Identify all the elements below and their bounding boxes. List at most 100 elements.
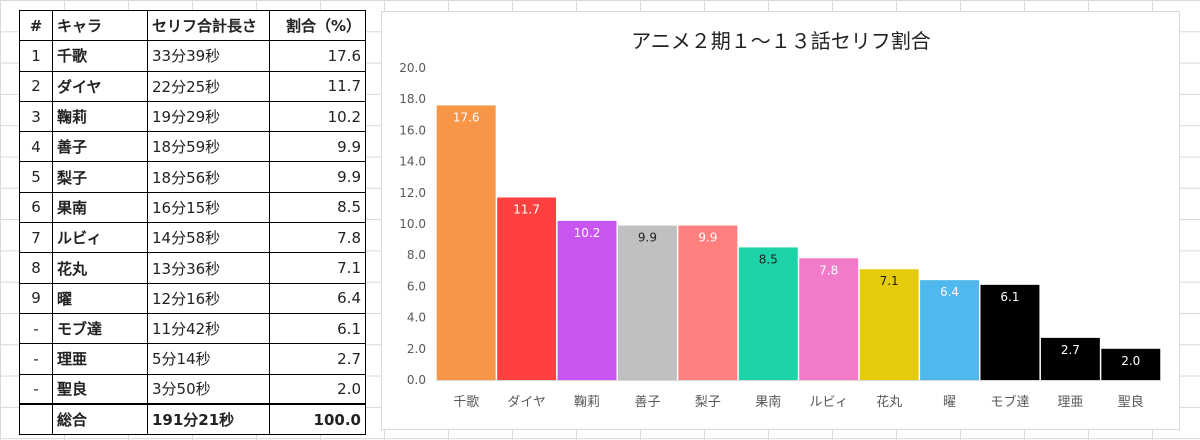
row-number-cell[interactable]: - — [19, 312, 53, 345]
bar[interactable] — [557, 220, 617, 380]
row-number-cell[interactable]: 6 — [19, 191, 53, 224]
chart-area[interactable]: アニメ２期１～１３話セリフ割合 0.0 2.0 4.0 6.0 8.0 10.0 12.0 1… — [381, 11, 1180, 430]
bar[interactable] — [678, 225, 738, 380]
bar-data-label: 6.4 — [940, 285, 959, 299]
header-percent[interactable]: 割合（%） — [269, 9, 366, 42]
row-number-cell[interactable]: 7 — [19, 222, 53, 254]
dialogue-length-cell[interactable]: 33分39秒 — [147, 40, 270, 72]
character-name-cell[interactable]: 曜 — [52, 282, 148, 314]
dialogue-length-cell[interactable]: 22分25秒 — [147, 70, 270, 102]
dialogue-length-cell[interactable]: 16分15秒 — [147, 191, 270, 224]
y-tick-label: 14.0 — [399, 155, 426, 169]
bar-chart: アニメ２期１～１３話セリフ割合 0.0 2.0 4.0 6.0 8.0 10.0 12.0 1… — [399, 29, 1161, 410]
percent-cell[interactable]: 9.9 — [269, 161, 366, 193]
bar[interactable] — [920, 280, 979, 380]
table-row: 3 鞠莉 19分29秒 10.2 — [19, 100, 366, 133]
bar[interactable] — [799, 258, 859, 380]
header-length[interactable]: セリフ合計長さ — [147, 9, 270, 42]
character-name-cell[interactable]: 梨子 — [52, 161, 148, 193]
x-category-label: 理亜 — [1057, 395, 1083, 410]
y-tick-label: 16.0 — [399, 123, 426, 137]
percent-cell[interactable]: 7.1 — [269, 252, 366, 284]
row-number-cell[interactable]: 5 — [19, 161, 53, 193]
dialogue-length-cell[interactable]: 14分58秒 — [147, 222, 270, 254]
y-tick-label: 6.0 — [407, 279, 426, 293]
row-number-cell[interactable]: 4 — [19, 131, 53, 163]
row-number-cell[interactable]: 2 — [19, 70, 53, 102]
bar[interactable] — [859, 269, 919, 380]
total-number-cell[interactable] — [19, 403, 53, 436]
bar-series: 17.6 11.7 10.2 9.9 9.9 8.5 7.8 7.1 6.4 6.1 2.7 2.0 — [436, 105, 1161, 380]
character-name-cell[interactable]: 善子 — [52, 131, 148, 163]
table-row: 2 ダイヤ 22分25秒 11.7 — [19, 70, 366, 102]
y-tick-label: 2.0 — [407, 342, 426, 356]
table-total-row: 総合 191分21秒 100.0 — [19, 403, 366, 436]
bar-data-label: 7.8 — [819, 263, 838, 277]
x-category-label: 果南 — [755, 394, 781, 410]
character-name-cell[interactable]: 千歌 — [52, 40, 148, 72]
character-name-cell[interactable]: ダイヤ — [52, 70, 148, 102]
total-length-cell[interactable]: 191分21秒 — [147, 403, 270, 436]
percent-cell[interactable]: 11.7 — [269, 70, 366, 102]
header-number[interactable]: # — [19, 9, 53, 42]
percent-cell[interactable]: 8.5 — [269, 191, 366, 224]
x-category-label: 鞠莉 — [574, 395, 600, 410]
bar[interactable] — [497, 197, 557, 380]
bar-data-label: 2.7 — [1061, 343, 1080, 357]
bar-data-label: 10.2 — [574, 226, 601, 240]
dialogue-length-cell[interactable]: 5分14秒 — [147, 343, 270, 375]
dialogue-length-cell[interactable]: 3分50秒 — [147, 373, 270, 405]
header-character[interactable]: キャラ — [52, 9, 148, 42]
row-number-cell[interactable]: - — [19, 373, 53, 405]
bar[interactable] — [1101, 348, 1161, 380]
percent-cell[interactable]: 2.0 — [269, 373, 366, 405]
percent-cell[interactable]: 9.9 — [269, 131, 366, 163]
total-percent-cell[interactable]: 100.0 — [269, 403, 366, 436]
dialogue-length-cell[interactable]: 19分29秒 — [147, 100, 270, 133]
dialogue-length-cell[interactable]: 13分36秒 — [147, 252, 270, 284]
character-name-cell[interactable]: 聖良 — [52, 373, 148, 405]
row-number-cell[interactable]: 9 — [19, 282, 53, 314]
percent-cell[interactable]: 17.6 — [269, 40, 366, 72]
percent-cell[interactable]: 2.7 — [269, 343, 366, 375]
x-category-label: ダイヤ — [507, 395, 546, 410]
bar-data-label: 8.5 — [759, 252, 778, 266]
bar[interactable] — [1040, 337, 1100, 380]
dialogue-length-cell[interactable]: 12分16秒 — [147, 282, 270, 314]
row-number-cell[interactable]: - — [19, 343, 53, 375]
table-row: - 聖良 3分50秒 2.0 — [19, 373, 366, 405]
row-number-cell[interactable]: 1 — [19, 40, 53, 72]
character-name-cell[interactable]: ルビィ — [52, 222, 148, 254]
table-row: - モブ達 11分42秒 6.1 — [19, 312, 366, 345]
y-tick-label: 18.0 — [399, 92, 426, 106]
character-name-cell[interactable]: 果南 — [52, 191, 148, 224]
row-number-cell[interactable]: 8 — [19, 252, 53, 284]
table-row: 6 果南 16分15秒 8.5 — [19, 191, 366, 224]
y-tick-label: 12.0 — [399, 186, 426, 200]
percent-cell[interactable]: 10.2 — [269, 100, 366, 133]
percent-cell[interactable]: 6.4 — [269, 282, 366, 314]
chart-title: アニメ２期１～１３話セリフ割合 — [631, 29, 931, 53]
y-tick-label: 20.0 — [399, 61, 426, 75]
bar[interactable] — [436, 105, 496, 380]
character-name-cell[interactable]: 鞠莉 — [52, 100, 148, 133]
character-name-cell[interactable]: 理亜 — [52, 343, 148, 375]
dialogue-length-cell[interactable]: 11分42秒 — [147, 312, 270, 345]
row-number-cell[interactable]: 3 — [19, 100, 53, 133]
dialogue-length-cell[interactable]: 18分59秒 — [147, 131, 270, 163]
bar[interactable] — [738, 247, 798, 380]
character-name-cell[interactable]: 花丸 — [52, 252, 148, 284]
table-row: - 理亜 5分14秒 2.7 — [19, 343, 366, 375]
table-header-row: # キャラ セリフ合計長さ 割合（%） — [19, 9, 366, 42]
character-name-cell[interactable]: モブ達 — [52, 312, 148, 345]
y-axis: 0.0 2.0 4.0 6.0 8.0 10.0 12.0 14.0 16.0 18.0 20.0 — [399, 61, 426, 387]
bar[interactable] — [618, 225, 677, 380]
bar[interactable] — [980, 284, 1040, 380]
total-label-cell[interactable]: 総合 — [52, 403, 148, 436]
x-category-label: 曜 — [943, 395, 956, 410]
y-tick-label: 4.0 — [407, 311, 426, 325]
percent-cell[interactable]: 6.1 — [269, 312, 366, 345]
x-category-label: 千歌 — [453, 395, 479, 410]
percent-cell[interactable]: 7.8 — [269, 222, 366, 254]
dialogue-length-cell[interactable]: 18分56秒 — [147, 161, 270, 193]
